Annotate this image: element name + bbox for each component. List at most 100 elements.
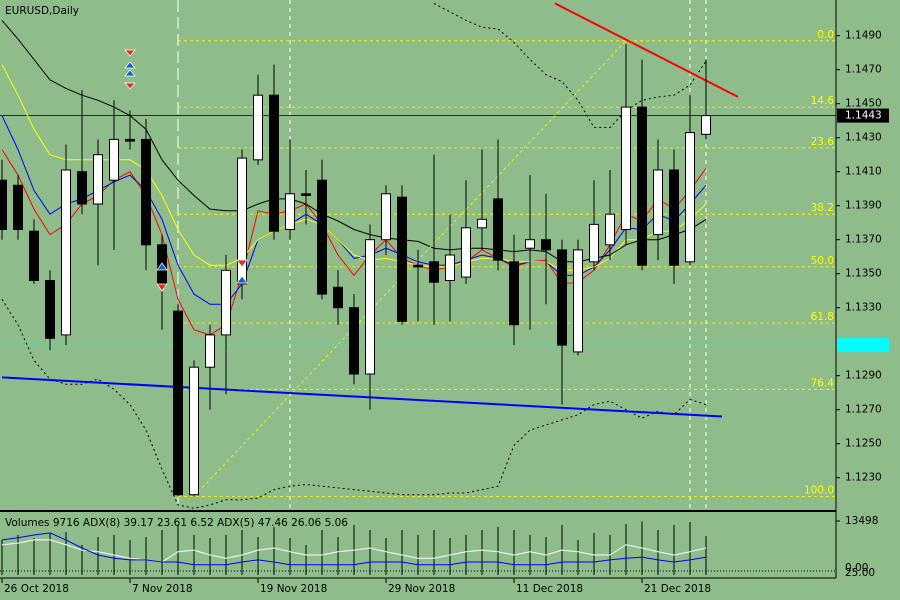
fib-label: 38.2 (811, 202, 834, 214)
candle-body (573, 249, 583, 353)
x-tick-label: 26 Oct 2018 (4, 583, 69, 595)
x-tick-label: 21 Dec 2018 (644, 583, 711, 595)
candle-body (589, 223, 599, 263)
buy-arrow (156, 262, 168, 271)
trend-line (1, 376, 723, 418)
candle-body (269, 94, 279, 232)
y-tick-label: 1.1290 (845, 370, 882, 382)
candle-body (445, 254, 455, 281)
y-tick-label: 1.1410 (845, 166, 882, 178)
candle-body (605, 213, 615, 246)
candle-body (301, 193, 311, 197)
candle-body (0, 179, 7, 230)
y-tick-label: 1.1350 (845, 268, 882, 280)
fib-label: 50.0 (811, 255, 834, 267)
axes (0, 0, 837, 579)
buy-arrow (124, 61, 136, 69)
candle-body (637, 106, 647, 266)
adx-line (1, 539, 707, 563)
y-tick-label: 1.1390 (845, 200, 882, 212)
sell-arrow (236, 259, 248, 268)
candle-body (413, 264, 423, 268)
candle-body (365, 239, 375, 375)
candle-body (701, 115, 711, 135)
candle-body (13, 184, 23, 231)
indicator-line (1, 115, 707, 305)
buy-arrow (124, 69, 136, 77)
candle-body (397, 196, 407, 322)
x-tick-label: 19 Nov 2018 (260, 583, 327, 595)
buy-arrow (236, 275, 248, 284)
trend-line (554, 2, 739, 98)
candle-body (125, 138, 135, 142)
y-tick-label: 1.1330 (845, 302, 882, 314)
fib-label: 14.6 (811, 95, 835, 107)
candle-body (509, 261, 519, 326)
candle-body (285, 193, 295, 231)
candle-body (61, 169, 71, 336)
volume-title: Volumes 9716 ADX(8) 39.17 23.61 6.52 ADX… (5, 517, 348, 529)
candle-body (93, 154, 103, 205)
signal-arrows (124, 49, 248, 292)
candle-body (493, 198, 503, 261)
volume-panel (0, 521, 836, 575)
y-tick-label: 1.1250 (845, 438, 882, 450)
y-tick-label: 1.1450 (845, 98, 882, 110)
chart-title: EURUSD,Daily (5, 5, 79, 17)
candle-body (557, 249, 567, 346)
candle-body (77, 171, 87, 205)
candle-body (541, 239, 551, 251)
candle-body (621, 106, 631, 230)
fib-label: 23.6 (811, 136, 835, 148)
candle-body (109, 138, 119, 181)
y-tick-label: 1.1490 (845, 30, 882, 42)
indicator-line (1, 20, 707, 263)
sell-arrow (124, 82, 136, 90)
x-tick-label: 7 Nov 2018 (132, 583, 193, 595)
candle-body (381, 193, 391, 241)
candle-body (685, 132, 695, 263)
indicator-line (1, 64, 707, 271)
sell-arrow (156, 283, 168, 292)
candle-body (221, 269, 231, 336)
y-tick-label: 1.1430 (845, 132, 882, 144)
price-panel: 0.0 14.6 23.6 38.2 50.0 61.8 76.4 100.0 (0, 0, 836, 510)
candle-body (173, 310, 183, 496)
candle-body (429, 261, 439, 283)
candle-body (45, 280, 55, 339)
candle-body (205, 334, 215, 368)
y-tick-label: 1.1230 (845, 472, 882, 484)
candle-body (317, 179, 327, 295)
indicator-line (1, 298, 707, 509)
fib-label: 100.0 (804, 484, 834, 496)
candle-body (669, 169, 679, 266)
candle-body (525, 239, 535, 249)
trend-line (193, 40, 627, 497)
fib-label: 0.0 (817, 29, 834, 41)
adx-line (1, 532, 707, 566)
candle-body (141, 138, 151, 246)
candle-body (349, 307, 359, 375)
indicator-line (1, 149, 707, 336)
marker-level-box (837, 338, 889, 353)
candle-body (189, 366, 199, 496)
candle-body (461, 227, 471, 278)
volume-tick-label: 13498 (845, 515, 878, 527)
fib-label: 61.8 (811, 311, 834, 323)
y-tick-label: 1.1370 (845, 234, 882, 246)
sell-arrow (124, 49, 136, 57)
last-price-label: 1.1443 (845, 110, 882, 122)
y-tick-label: 1.1470 (845, 64, 882, 76)
indicator-line (433, 2, 707, 128)
volume-scale-label: 25.00 (845, 567, 875, 579)
x-tick-label: 29 Nov 2018 (388, 583, 455, 595)
last-price-box (837, 108, 889, 123)
fib-label: 76.4 (811, 377, 835, 389)
volume-scale-label: 0.00 (845, 562, 868, 574)
candle-body (333, 286, 343, 309)
x-tick-label: 11 Dec 2018 (516, 583, 583, 595)
candle-body (29, 230, 39, 281)
candle-body (253, 94, 263, 161)
